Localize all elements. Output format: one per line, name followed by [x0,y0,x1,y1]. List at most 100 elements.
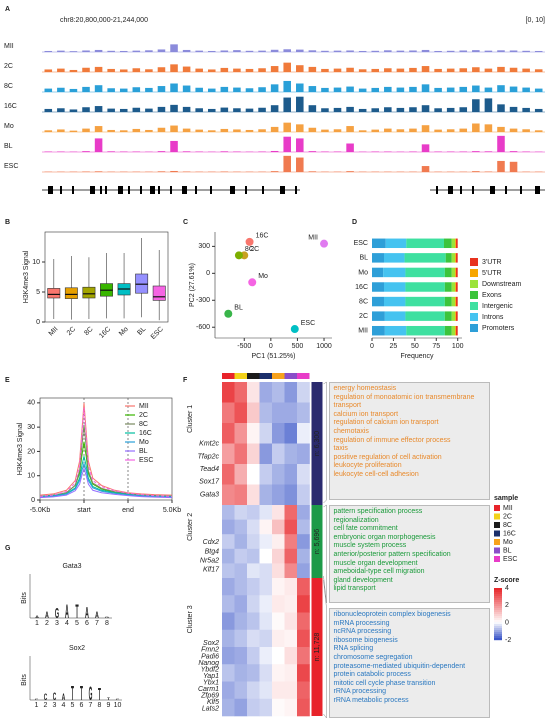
heatmap-cell [247,698,260,717]
y-tick-label: 5 [36,289,40,296]
track-signal [270,171,279,172]
track-signal [82,86,90,92]
go-connector [323,579,327,719]
legend-label: ESC [503,556,517,563]
track-signal [195,50,203,52]
heatmap-cell [247,443,260,465]
go-term: muscle system process [333,542,407,550]
go-term: proteasome-mediated ubiquitin-dependent … [333,662,466,679]
heatmap-cell [259,629,273,648]
legend-title: sample [494,495,518,502]
track-signal [509,67,518,72]
legend-gradient [494,598,502,601]
legend-label: 5'UTR [482,270,502,277]
track-signal [446,151,455,152]
motif-letter: C [53,690,57,703]
heatmap-cell [222,382,235,403]
heatmap-cell [222,664,235,682]
track-signal [446,107,455,112]
heatmap-cell [272,402,285,424]
track-label: Mo [4,123,14,130]
motif-position: 4 [65,620,69,627]
track-signal [346,106,354,112]
gene-exon [448,186,453,194]
heatmap-cell [284,647,298,665]
track-signal [421,84,430,92]
bar-segment [384,311,406,321]
heatmap-cell [234,612,248,631]
bar-segment [444,282,452,292]
x-tick-label: end [122,507,134,514]
track-signal [296,124,304,132]
gene-exon [105,186,107,194]
heatmap-cell [222,548,235,564]
motif-position: 10 [114,702,122,709]
track-signal [308,151,317,152]
legend-tick-label: 2 [505,602,509,609]
track-signal [245,129,254,132]
go-connector [323,381,327,504]
heatmap-cell [272,578,285,596]
track-signal [145,69,153,72]
track-signal [459,128,468,132]
bar-segment [455,253,456,263]
track-signal [472,85,480,92]
gene-label: Sox2 [203,640,219,647]
track-signal [258,151,266,152]
heatmap-cell [247,647,260,665]
track-signal [484,50,493,52]
cluster-name: Cluster 3 [187,605,194,633]
go-term: energy homeostasis [333,385,397,392]
legend-swatch [470,280,478,288]
track-signal [296,157,304,172]
track-signal [94,106,103,112]
heatmap-cell [222,563,235,579]
heatmap-cell [247,629,260,648]
track-signal [409,86,417,92]
heatmap-cell [234,681,248,700]
x-tick-label: 500 [292,343,304,350]
heatmap-cell [259,681,273,700]
track-signal [497,50,505,52]
track-signal [522,87,530,92]
motif-letter: C [44,691,48,702]
bar-segment [455,325,456,336]
track-signal [509,161,518,172]
heatmap-cell [272,464,285,485]
go-term: chromosome segregation [333,653,413,661]
track-signal [245,50,254,52]
heatmap-cell [234,698,248,717]
heatmap-cell [272,595,285,613]
gene-exon [230,186,235,194]
go-term: pattern specification process [333,508,423,515]
legend-gradient [494,610,502,613]
heatmap-cell [222,595,235,613]
track-signal [384,50,392,52]
line [39,402,173,496]
heatmap-cell [297,519,310,535]
x-tick-label: 25 [390,343,398,350]
track-signal [409,151,417,152]
cluster-name: Cluster 1 [187,405,194,433]
gene-label: Kmt2c [199,441,219,448]
legend-label: Exons [482,292,502,299]
heatmap-cell [297,595,310,613]
track-signal [384,107,392,112]
gene-exon [505,186,507,194]
legend-label: Downstream [482,281,521,288]
track-signal [459,68,468,72]
track-signal [333,87,342,92]
y-tick-label: BL [359,255,368,262]
track-signal [497,126,505,132]
heatmap-cell [284,443,298,465]
track-signal [145,108,153,112]
gene-exon [472,186,474,194]
plot-frame [39,397,173,501]
gene-exon [535,186,540,194]
track-signal [472,67,480,72]
sample-bar [234,373,247,379]
gene-label: Padi6 [201,653,219,660]
track-signal [346,171,354,172]
track-signal [421,144,430,152]
heatmap-cell [297,578,310,596]
